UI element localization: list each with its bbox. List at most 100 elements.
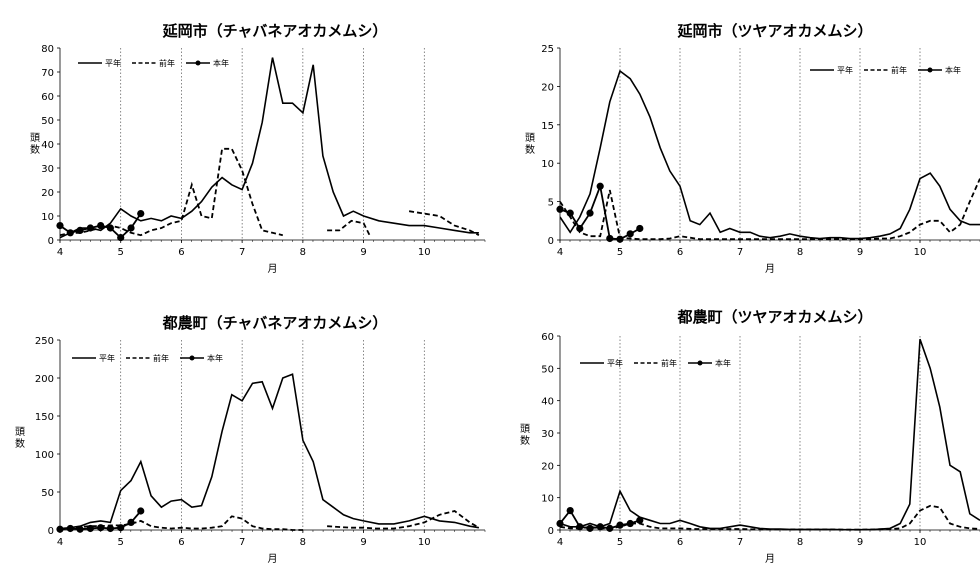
x-tick-label: 9 [360, 247, 366, 258]
y-tick-label: 10 [541, 494, 554, 505]
chart-legend: 平年 前年 本年 [810, 65, 961, 75]
legend-label: 本年 [945, 65, 961, 75]
legend-label: 平年 [99, 353, 115, 363]
data-point [117, 524, 125, 532]
y-axis-label: 数 [15, 437, 25, 450]
legend-marker [195, 60, 201, 66]
legend-label: 本年 [715, 358, 731, 368]
data-point [56, 525, 64, 533]
x-tick-label: 10 [914, 247, 927, 258]
data-point [76, 226, 84, 234]
chart-panel-2: 延岡市（ツヤアオカメムシ） 0 5 10 15 20 25 4 5 6 7 8 9 10 月 頭数 平年 前年 本年 [525, 22, 980, 275]
y-tick-label: 5 [548, 198, 554, 209]
legend-label: 本年 [207, 353, 223, 363]
x-tick-label: 5 [118, 247, 124, 258]
x-tick-label: 10 [418, 537, 431, 548]
y-tick-label: 50 [41, 116, 54, 127]
x-tick-label: 6 [677, 537, 683, 548]
x-tick-label: 8 [300, 247, 306, 258]
y-tick-label: 25 [541, 44, 554, 55]
data-point [616, 521, 624, 529]
data-point [636, 516, 644, 524]
y-tick-label: 10 [541, 159, 554, 170]
data-point [56, 222, 64, 230]
series-line-平年 [60, 57, 479, 239]
y-tick-label: 80 [41, 44, 54, 55]
chart-title: 延岡市（チャバネアオカメムシ） [162, 22, 388, 40]
y-tick-label: 20 [541, 82, 554, 93]
chart-panel-4: 都農町（ツヤアオカメムシ） 0 10 20 30 40 50 60 4 5 6 7 8 9 10 月 頭数 平年 前… [520, 308, 980, 565]
data-point [616, 235, 624, 243]
data-point [66, 229, 74, 237]
data-point [97, 222, 105, 230]
legend-marker [189, 355, 195, 361]
x-tick-label: 10 [418, 247, 431, 258]
y-axis-label: 数 [520, 434, 530, 447]
x-tick-label: 4 [557, 537, 563, 548]
series-line-前年 [60, 147, 284, 237]
data-point [137, 210, 145, 218]
data-point [137, 507, 145, 515]
legend-label: 平年 [837, 65, 853, 75]
y-tick-label: 60 [41, 92, 54, 103]
x-tick-label: 7 [239, 247, 245, 258]
chart-panel-3: 都農町（チャバネアオカメムシ） 0 50 100 150 200 250 4 5 6 7 8 9 10 月 頭… [15, 314, 486, 565]
y-axis-label: 頭 [30, 132, 40, 144]
data-point [106, 524, 114, 533]
data-point [86, 224, 94, 232]
data-point [76, 525, 84, 533]
chart-legend: 平年 前年 本年 [78, 58, 229, 68]
data-point [117, 234, 125, 242]
y-tick-label: 50 [541, 364, 554, 375]
series-line-平年 [560, 69, 980, 240]
y-tick-label: 20 [541, 461, 554, 472]
y-tick-label: 150 [35, 412, 54, 423]
y-tick-label: 100 [35, 450, 54, 461]
data-point [596, 182, 604, 190]
x-tick-label: 7 [239, 537, 245, 548]
x-tick-label: 7 [737, 537, 743, 548]
y-tick-label: 50 [41, 488, 54, 499]
y-tick-label: 0 [48, 526, 54, 537]
y-tick-label: 10 [41, 212, 54, 223]
legend-label: 平年 [105, 58, 121, 68]
y-tick-label: 60 [541, 332, 554, 343]
data-point [586, 524, 594, 532]
data-point [626, 519, 634, 528]
y-tick-label: 30 [41, 164, 54, 175]
chart-panel-1: 延岡市（チャバネアオカメムシ） 0 10 20 30 40 50 60 70 80 4 5 6 7 8 9 10… [30, 22, 486, 275]
data-point [576, 523, 584, 531]
x-tick-label: 9 [857, 247, 863, 258]
data-point [576, 224, 584, 233]
x-axis-label: 月 [765, 553, 775, 565]
y-axis-label: 頭 [520, 423, 530, 435]
x-tick-label: 6 [178, 247, 184, 258]
legend-marker [697, 360, 703, 366]
legend-label: 前年 [159, 58, 175, 68]
x-tick-label: 9 [857, 537, 863, 548]
y-axis-label: 頭 [525, 132, 535, 144]
y-tick-label: 200 [35, 374, 54, 385]
x-axis-label: 月 [268, 553, 278, 565]
y-tick-label: 40 [41, 140, 54, 151]
x-tick-label: 8 [300, 537, 306, 548]
data-point [626, 230, 634, 238]
y-axis-label: 数 [525, 143, 535, 156]
data-point [606, 524, 614, 532]
x-tick-label: 4 [557, 247, 563, 258]
data-point [66, 524, 74, 533]
data-point [127, 224, 135, 232]
data-point [606, 234, 614, 243]
x-tick-label: 5 [617, 537, 623, 548]
legend-label: 平年 [607, 358, 623, 368]
x-tick-label: 8 [797, 537, 803, 548]
legend-label: 前年 [891, 65, 907, 75]
series-line-前年 [560, 178, 980, 241]
y-tick-label: 0 [548, 236, 554, 247]
x-axis-label: 月 [268, 263, 278, 275]
data-point [636, 224, 644, 233]
chart-title: 都農町（チャバネアオカメムシ） [162, 314, 388, 332]
data-point [596, 523, 604, 531]
chart-title: 延岡市（ツヤアオカメムシ） [676, 22, 872, 40]
